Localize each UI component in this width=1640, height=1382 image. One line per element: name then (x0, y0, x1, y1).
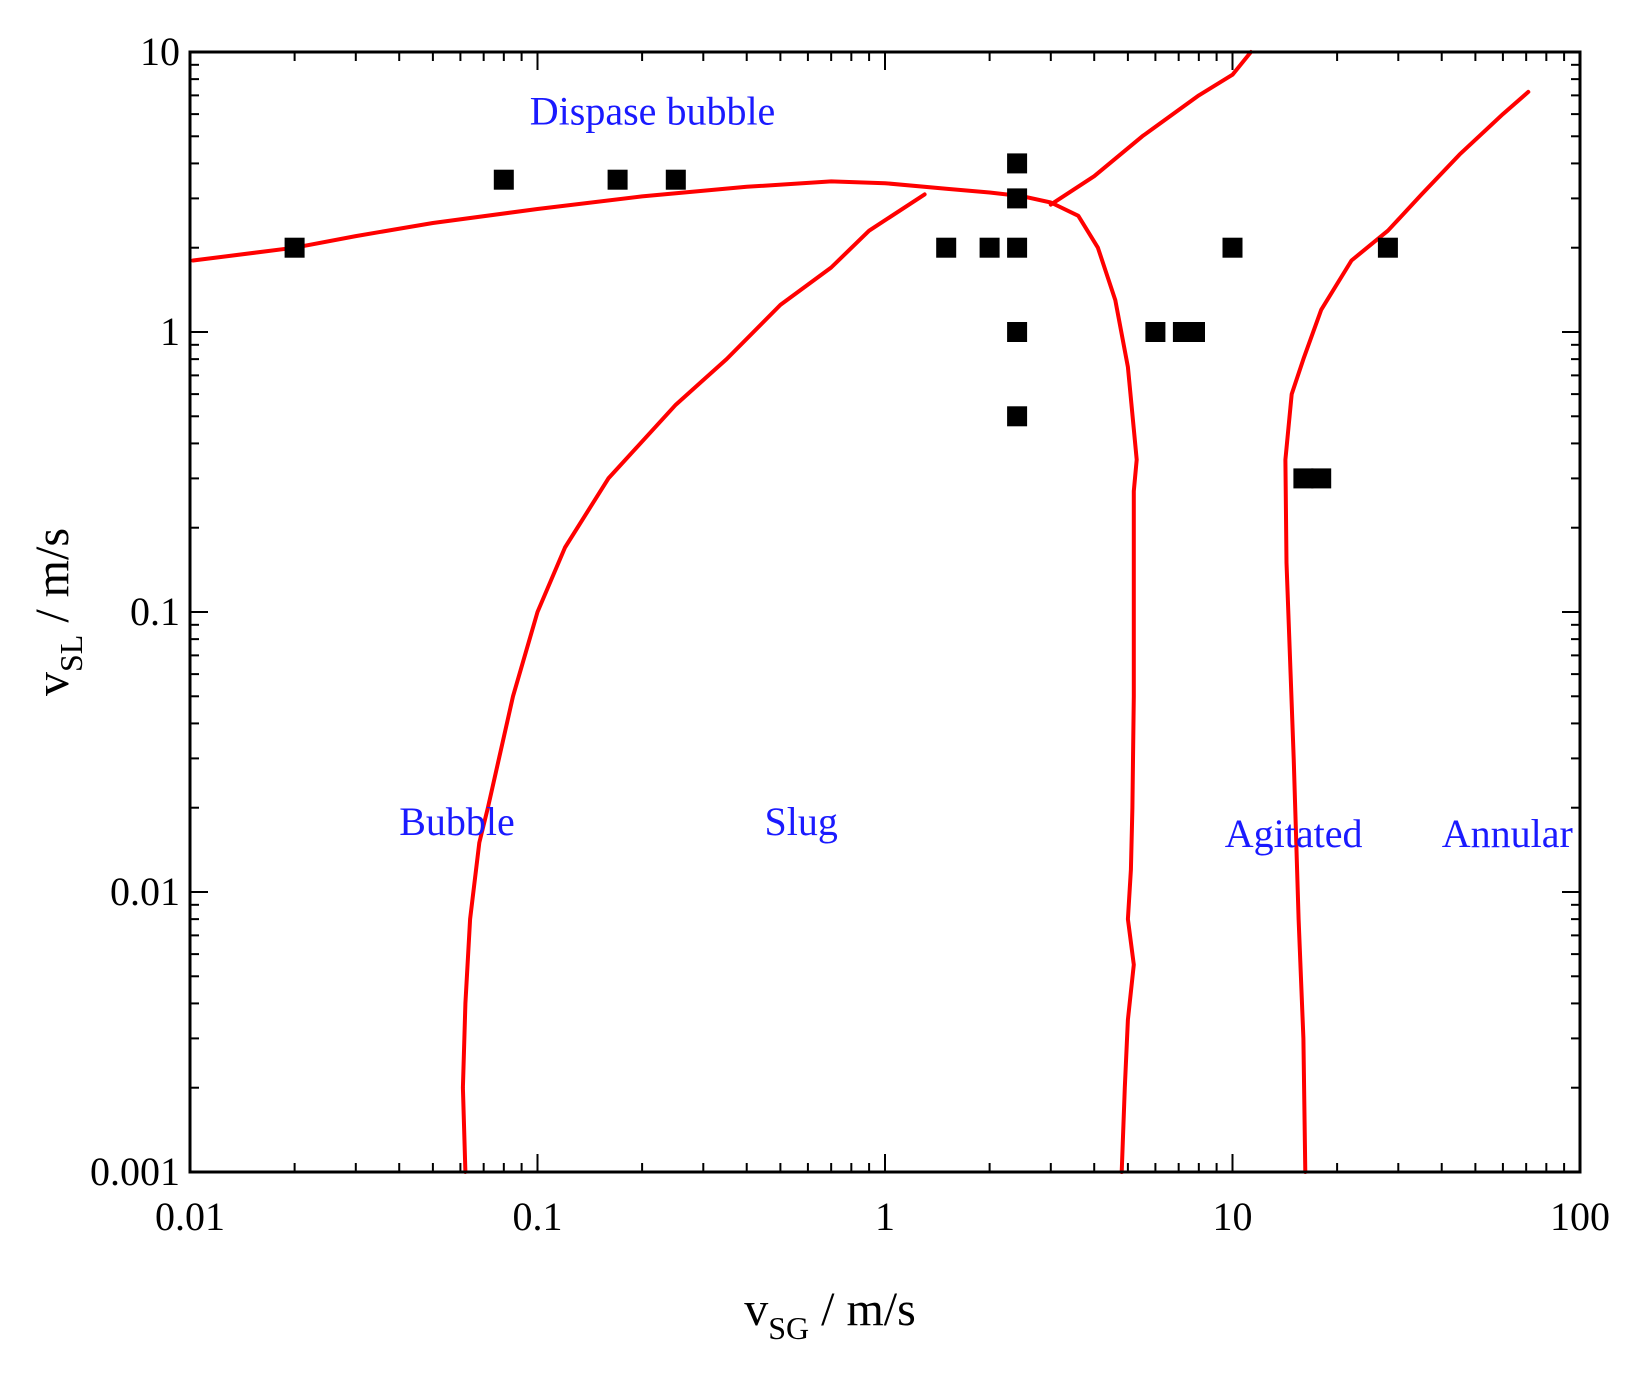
plot-frame (188, 50, 1582, 1174)
region-label-slug: Slug (765, 799, 838, 844)
data-points (284, 153, 1398, 489)
boundary-line-1 (191, 179, 1139, 1174)
y-tick-label: 0.001 (90, 1149, 180, 1194)
data-point (1007, 322, 1028, 342)
region-label-dispase-bubble: Dispase bubble (530, 89, 776, 134)
x-axis-title-sub: SG (768, 1310, 809, 1346)
y-tick-label: 0.1 (130, 589, 180, 634)
data-point (936, 237, 957, 258)
data-point (1007, 188, 1028, 209)
data-point (1222, 237, 1243, 258)
x-tick-label: 1 (875, 1194, 895, 1239)
y-axis-title-unit: / m/s (26, 528, 79, 635)
x-tick-label: 100 (1550, 1194, 1610, 1239)
x-tick-label: 0.01 (155, 1194, 225, 1239)
data-point (1311, 468, 1332, 489)
boundary-line-2 (460, 192, 927, 1174)
y-axis-title: vSL / m/s (26, 528, 89, 696)
x-axis-title-main: v (744, 1283, 768, 1336)
data-point (1145, 322, 1166, 342)
data-point (493, 169, 514, 190)
boundary-line-4 (1283, 89, 1531, 1174)
x-axis-title-unit: / m/s (809, 1283, 916, 1336)
boundary-line-3 (1048, 50, 1253, 207)
x-tick-label: 0.1 (513, 1194, 563, 1239)
data-point (1007, 237, 1028, 258)
data-point (665, 169, 686, 190)
y-tick-label: 10 (140, 29, 180, 74)
x-tick-label: 10 (1213, 1194, 1253, 1239)
region-labels: Dispase bubble Bubble Slug Agitated Annular (399, 89, 1573, 856)
data-point (1007, 406, 1028, 427)
x-axis-title: vSG / m/s (744, 1283, 916, 1346)
region-label-agitated: Agitated (1225, 811, 1363, 856)
data-point (284, 237, 305, 258)
data-point (1007, 153, 1028, 174)
data-point (607, 169, 628, 190)
region-label-annular: Annular (1442, 811, 1573, 856)
y-tick-label: 0.01 (110, 869, 180, 914)
region-label-bubble: Bubble (399, 799, 515, 844)
y-axis-title-sub: SL (53, 635, 89, 672)
data-point (1293, 468, 1314, 489)
data-point (979, 237, 1000, 258)
y-axis-title-main: v (26, 672, 79, 696)
boundary-lines (191, 50, 1531, 1174)
y-tick-label: 1 (160, 309, 180, 354)
data-point (1377, 237, 1398, 258)
data-point (1185, 322, 1205, 342)
